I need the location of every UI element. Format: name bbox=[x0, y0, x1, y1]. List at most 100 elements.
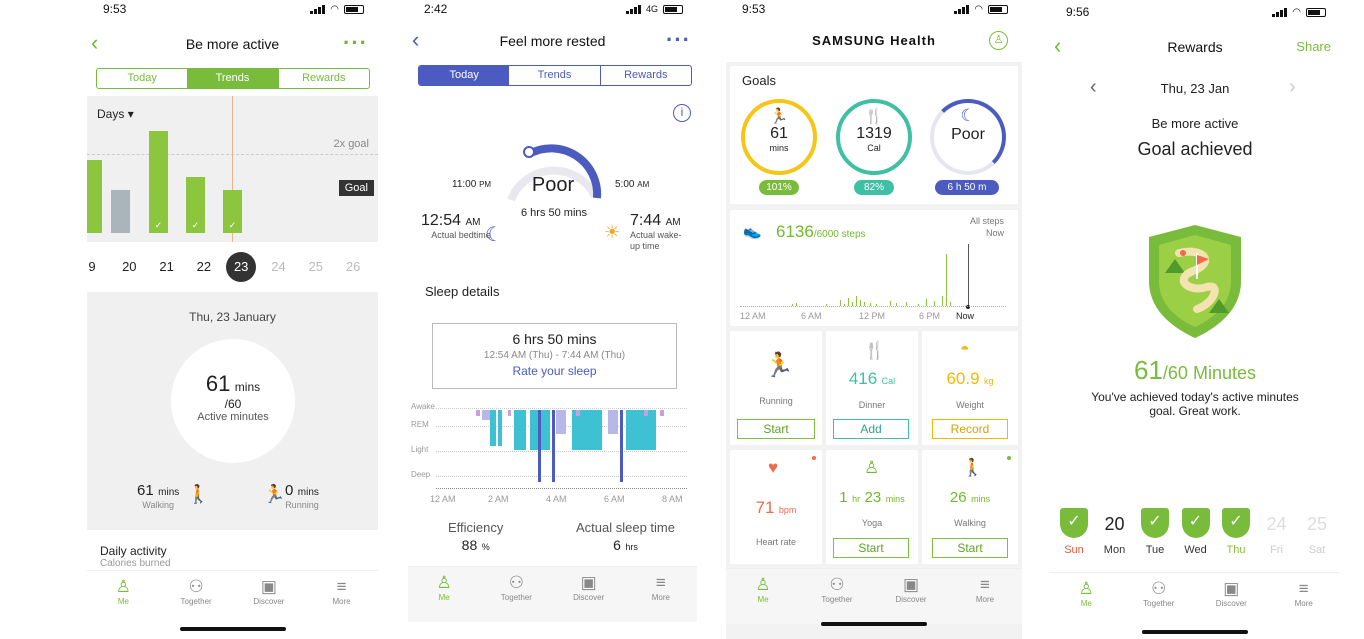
time-axis-line bbox=[436, 488, 687, 489]
bottom-nav: ♙ Me ⚇ Together ▣ Discover ≡ More bbox=[1050, 572, 1340, 628]
nav-discover[interactable]: ▣ Discover bbox=[874, 569, 948, 624]
date-item[interactable]: 25 bbox=[308, 259, 324, 274]
date-item[interactable]: 20 bbox=[122, 259, 137, 274]
goal-food[interactable]: 🍴 1319 Cal bbox=[836, 99, 912, 175]
sunrise-icon: ☀ bbox=[604, 222, 621, 242]
nav-me[interactable]: ♙ Me bbox=[726, 569, 800, 624]
week-day[interactable]: ✓ Wed bbox=[1180, 508, 1212, 556]
date-item[interactable]: 9 bbox=[88, 259, 96, 274]
more-options-button[interactable]: ··· bbox=[666, 27, 691, 52]
date-item[interactable]: 24 bbox=[271, 259, 286, 274]
chart-bar: ✓ bbox=[186, 177, 205, 233]
people-icon: ⚇ bbox=[188, 577, 204, 596]
tab-today[interactable]: Today bbox=[127, 72, 157, 84]
yoga-card[interactable]: ♙ 1 hr 23 mins Yoga Start bbox=[826, 450, 918, 564]
red-dot bbox=[812, 456, 816, 460]
nav-me[interactable]: ♙ Me bbox=[87, 571, 160, 626]
status-bar: 9:56 ◠ bbox=[1050, 5, 1340, 21]
tab-rewards[interactable]: Rewards bbox=[277, 69, 369, 88]
nav-more[interactable]: ≡ More bbox=[625, 567, 697, 622]
week-day[interactable]: 20 Mon bbox=[1099, 508, 1131, 556]
sleep-segment bbox=[538, 410, 541, 482]
menu-icon: ≡ bbox=[980, 575, 990, 594]
back-button[interactable]: ‹ bbox=[1054, 33, 1062, 58]
bedtime-moon-icon: ☾ bbox=[485, 224, 503, 246]
date-item[interactable]: 26 bbox=[345, 259, 361, 274]
nav-me[interactable]: ♙ Me bbox=[1050, 573, 1123, 628]
days-dropdown[interactable]: Days ▾ bbox=[97, 107, 134, 121]
add-food-button[interactable]: Add bbox=[833, 419, 909, 439]
steps-bar bbox=[942, 296, 943, 306]
rate-sleep-link[interactable]: Rate your sleep bbox=[512, 364, 597, 378]
app-header bbox=[726, 0, 1022, 62]
share-button[interactable]: Share bbox=[1296, 39, 1331, 54]
steps-card[interactable]: 👟 6136/6000 steps All steps Now 12 AM 6 A… bbox=[730, 210, 1018, 326]
nav-me[interactable]: ♙ Me bbox=[408, 567, 480, 622]
fork-knife-icon: 🍴 bbox=[864, 341, 886, 360]
chevron-down-icon: ▾ bbox=[127, 107, 134, 121]
phone-be-more-active: 9:53 ◠ ‹ Be more active ··· Today Trends … bbox=[87, 0, 378, 639]
home-indicator bbox=[821, 622, 927, 626]
start-running-button[interactable]: Start bbox=[737, 419, 815, 439]
nav-discover[interactable]: ▣ Discover bbox=[1195, 573, 1268, 628]
sleep-segment bbox=[644, 410, 648, 416]
back-button[interactable]: ‹ bbox=[91, 30, 99, 55]
badge-shield-icon bbox=[1149, 225, 1241, 338]
heart-rate-card[interactable]: ♥ 71 bpm Heart rate bbox=[730, 450, 822, 564]
week-day[interactable]: 24 Fri bbox=[1261, 508, 1293, 556]
tab-trends[interactable]: Trends bbox=[509, 66, 601, 85]
trend-chart: Days ▾ 2x goal Goal ✓ ✓ ✓ bbox=[87, 96, 378, 242]
start-walking-button[interactable]: Start bbox=[932, 538, 1008, 558]
nav-more[interactable]: ≡ More bbox=[948, 569, 1022, 624]
nav-together[interactable]: ⚇ Together bbox=[1123, 573, 1196, 628]
stage-label: REM bbox=[411, 420, 429, 429]
nav-together[interactable]: ⚇ Together bbox=[160, 571, 233, 626]
nav-more[interactable]: ≡ More bbox=[1268, 573, 1341, 628]
chart-bar: ✓ bbox=[223, 190, 242, 233]
goal-activity[interactable]: 🏃 61 mins bbox=[741, 99, 817, 175]
nav-discover[interactable]: ▣ Discover bbox=[233, 571, 306, 626]
week-day[interactable]: 25 Sat bbox=[1301, 508, 1333, 556]
start-yoga-button[interactable]: Start bbox=[833, 538, 909, 558]
back-button[interactable]: ‹ bbox=[412, 27, 420, 52]
tab-trends[interactable]: Trends bbox=[187, 69, 278, 88]
date-item[interactable]: 22 bbox=[196, 259, 212, 274]
chart-bar bbox=[111, 190, 130, 233]
steps-bar bbox=[968, 244, 969, 306]
record-weight-button[interactable]: Record bbox=[932, 419, 1008, 439]
wifi-icon: ◠ bbox=[1292, 7, 1301, 18]
food-card[interactable]: 🍴 416 Cal Dinner Add bbox=[826, 331, 918, 445]
walking-card[interactable]: 🚶 26 mins Walking Start bbox=[922, 450, 1018, 564]
week-day[interactable]: ✓ Sun bbox=[1058, 508, 1090, 556]
nav-discover[interactable]: ▣ Discover bbox=[553, 567, 625, 622]
nav-together[interactable]: ⚇ Together bbox=[800, 569, 874, 624]
sleep-segment bbox=[620, 410, 623, 482]
walking-stat: 61 mins Walking bbox=[137, 482, 180, 510]
steps-bar bbox=[870, 303, 871, 306]
sleep-gauge bbox=[507, 144, 602, 202]
tab-rewards[interactable]: Rewards bbox=[624, 69, 668, 81]
weight-card[interactable]: ◓ 60.9 kg Weight Record bbox=[922, 331, 1018, 445]
moon-icon: ☾ bbox=[960, 106, 976, 125]
nav-more[interactable]: ≡ More bbox=[305, 571, 378, 626]
week-day[interactable]: ✓ Tue bbox=[1139, 508, 1171, 556]
running-card[interactable]: 🏃 Running Start bbox=[730, 331, 822, 445]
sleep-quality: Poor bbox=[531, 174, 575, 196]
next-date-button[interactable]: › bbox=[1289, 76, 1296, 98]
tab-today[interactable]: Today bbox=[419, 66, 510, 85]
date-item[interactable]: 2 bbox=[375, 252, 378, 282]
prev-date-button[interactable]: ‹ bbox=[1090, 76, 1097, 98]
info-icon[interactable]: i bbox=[673, 104, 691, 122]
profile-icon[interactable]: ♙ bbox=[989, 31, 1008, 50]
daily-activity[interactable]: Daily activity Calories burned bbox=[87, 530, 378, 572]
date-item[interactable]: 23 bbox=[226, 252, 257, 282]
date-item[interactable]: 21 bbox=[159, 259, 174, 274]
sleep-segment bbox=[482, 410, 490, 420]
running-icon: 🏃 bbox=[769, 108, 789, 125]
bottom-nav: ♙ Me ⚇ Together ▣ Discover ≡ More bbox=[408, 566, 697, 622]
goal-sleep[interactable]: ☾ Poor bbox=[930, 99, 1006, 175]
week-day[interactable]: ✓ Thu bbox=[1220, 508, 1252, 556]
home-indicator bbox=[1142, 630, 1248, 634]
nav-together[interactable]: ⚇ Together bbox=[480, 567, 552, 622]
more-options-button[interactable]: ··· bbox=[343, 30, 368, 55]
